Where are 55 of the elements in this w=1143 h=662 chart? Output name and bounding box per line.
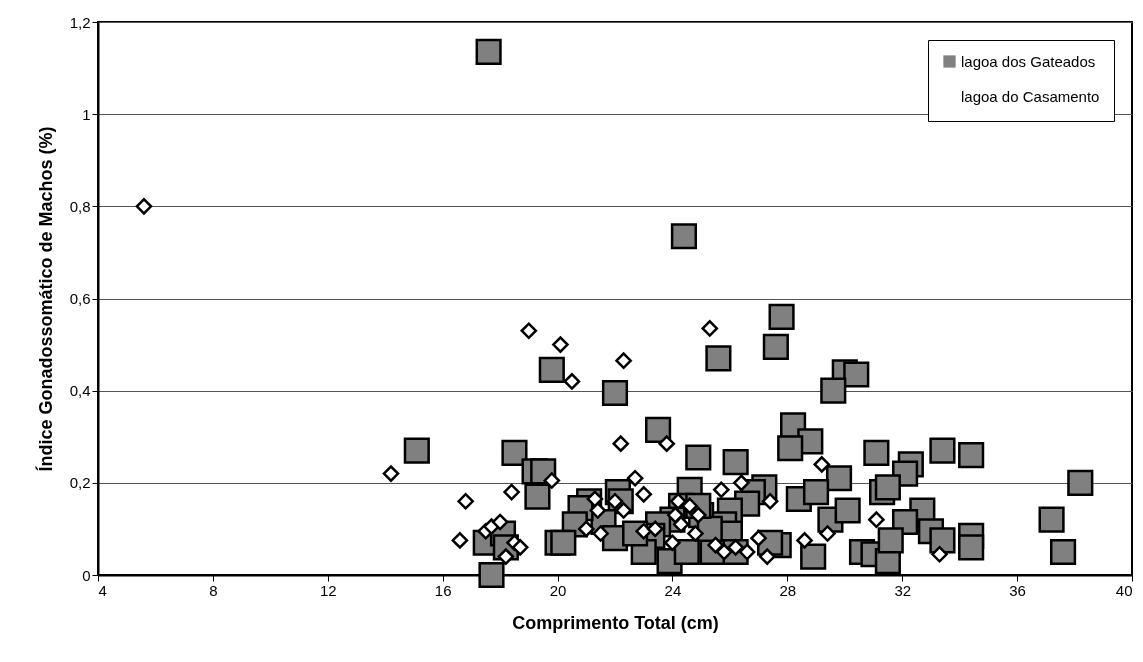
point (457, 492, 474, 510)
y-tick-label: 0,4 (69, 382, 91, 400)
point (635, 486, 653, 503)
y-axis-title: Índice Gonadossomático de Machos (%) (34, 126, 56, 472)
y-tick-label: 0,2 (69, 474, 91, 492)
point (664, 534, 681, 552)
point (712, 481, 730, 499)
point (520, 322, 538, 340)
legend-label: lagoa dos Gateados (961, 52, 1096, 70)
point (135, 198, 153, 215)
y-tick-label: 0,6 (69, 290, 91, 307)
x-tick-label: 28 (779, 581, 797, 599)
x-tick-label: 16 (434, 581, 452, 599)
x-tick-label: 24 (664, 581, 682, 599)
point (563, 373, 581, 390)
point (577, 520, 595, 538)
x-tick-label: 12 (319, 581, 337, 599)
point (758, 548, 776, 565)
point (491, 513, 509, 531)
y-tick-label: 0,8 (69, 197, 91, 215)
point (612, 435, 630, 452)
x-tick-label: 40 (1115, 581, 1133, 599)
y-tick-label: 1,2 (69, 13, 91, 31)
point (715, 543, 733, 561)
point (796, 532, 813, 549)
point (589, 502, 607, 519)
point (819, 525, 836, 542)
point (382, 465, 400, 482)
x-axis-title: Comprimento Total (cm) (512, 612, 719, 633)
point (761, 492, 779, 510)
point (701, 320, 719, 337)
text: lagoa do Casamento (961, 87, 1100, 105)
x-tick-label: 32 (894, 581, 912, 599)
point (626, 469, 644, 487)
x-tick-label: 4 (98, 581, 107, 599)
point (750, 529, 767, 547)
point (615, 502, 632, 519)
point (503, 483, 520, 501)
x-tick-label: 20 (549, 581, 567, 599)
point (931, 545, 948, 563)
x-tick-label: 36 (1009, 581, 1026, 599)
point (658, 435, 676, 452)
point (552, 336, 569, 353)
point (451, 532, 469, 549)
x-tick-label: 8 (209, 581, 218, 599)
point (738, 543, 756, 561)
point (813, 456, 831, 473)
point (687, 525, 704, 542)
point (733, 474, 750, 492)
y-tick-label: 0 (82, 566, 91, 584)
point (511, 539, 529, 556)
point (592, 525, 609, 542)
y-tick-label: 1 (82, 105, 91, 123)
point (868, 511, 885, 529)
point (615, 352, 632, 370)
